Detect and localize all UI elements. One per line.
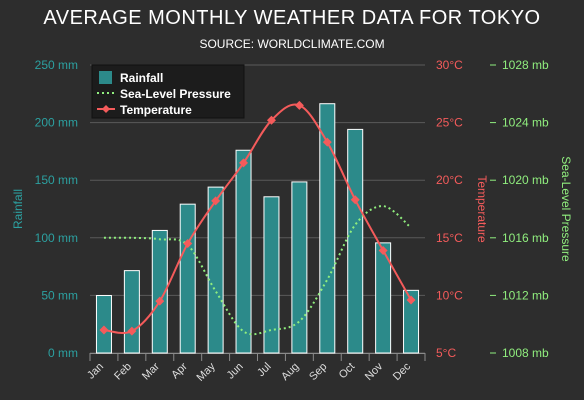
rainfall-tick-label: 50 mm (41, 288, 78, 302)
rainfall-tick-label: 150 mm (35, 173, 78, 187)
temperature-axis-title: Temperature (475, 175, 489, 243)
legend: Rainfall Sea-Level Pressure Temperature (92, 65, 244, 118)
x-tick-label: Nov (363, 360, 386, 383)
rainfall-tick-label: 250 mm (35, 58, 78, 72)
x-tick-label: Mar (140, 360, 162, 382)
x-tick-label: Dec (391, 360, 414, 383)
legend-label: Rainfall (120, 71, 163, 85)
temperature-tick-label: 25°C (436, 116, 463, 130)
temperature-point (295, 101, 304, 110)
temperature-line (104, 104, 411, 333)
pressure-tick-label: 1016 mb (502, 231, 549, 245)
rainfall-bar (264, 197, 279, 353)
temperature-tick-label: 10°C (436, 288, 463, 302)
rainfall-bar (292, 182, 307, 353)
pressure-axis-title: Sea-Level Pressure (559, 156, 573, 262)
pressure-tick-label: 1028 mb (502, 58, 549, 72)
pressure-tick-label: 1008 mb (502, 346, 549, 360)
rainfall-tick-label: 200 mm (35, 116, 78, 130)
temperature-tick-label: 20°C (436, 173, 463, 187)
rainfall-bar (124, 271, 139, 353)
pressure-tick-label: 1020 mb (502, 173, 549, 187)
legend-rainfall-swatch (99, 71, 112, 84)
rainfall-tick-label: 100 mm (35, 231, 78, 245)
x-tick-label: Jun (225, 361, 246, 382)
x-tick-label: Sep (307, 361, 329, 383)
x-tick-label: Aug (279, 361, 301, 383)
pressure-tick-label: 1012 mb (502, 288, 549, 302)
rainfall-bar (236, 150, 251, 353)
rainfall-bar (180, 204, 195, 353)
rainfall-bar (96, 296, 111, 353)
rainfall-bar (208, 187, 223, 353)
x-tick-label: May (195, 360, 219, 384)
rainfall-tick-label: 0 mm (48, 346, 78, 360)
rainfall-axis-title: Rainfall (11, 189, 25, 229)
temperature-tick-label: 30°C (436, 58, 463, 72)
x-tick-label: Feb (112, 361, 134, 383)
temperature-tick-label: 5°C (436, 346, 456, 360)
pressure-tick-label: 1024 mb (502, 116, 549, 130)
x-tick-label: Jan (85, 361, 106, 382)
rainfall-bar (348, 129, 363, 353)
legend-label: Temperature (120, 103, 192, 117)
x-tick-label: Apr (169, 360, 190, 381)
x-tick-label: Oct (337, 361, 358, 382)
legend-label: Sea-Level Pressure (120, 87, 231, 101)
temperature-tick-label: 15°C (436, 231, 463, 245)
x-tick-label: Jul (255, 361, 273, 379)
